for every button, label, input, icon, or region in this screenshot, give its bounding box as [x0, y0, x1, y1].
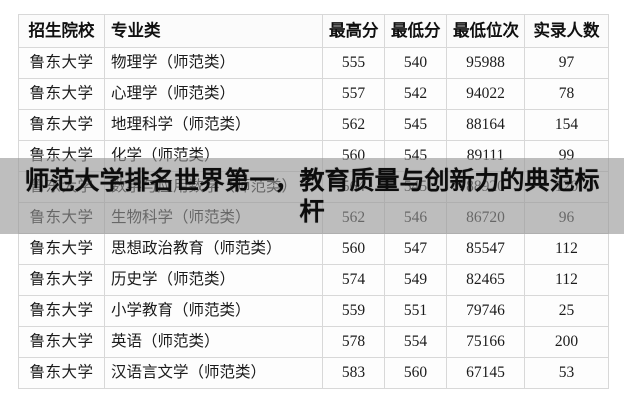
- cell-school: 鲁东大学: [18, 109, 105, 141]
- cell-highest-score: 562: [322, 109, 385, 141]
- table-row: 鲁东大学 小学教育（师范类） 559 551 79746 25: [18, 295, 609, 327]
- cell-major: 物理学（师范类）: [104, 47, 323, 79]
- cell-lowest-score: 560: [384, 357, 447, 389]
- cell-school: 鲁东大学: [18, 233, 105, 265]
- table-row: 鲁东大学 英语（师范类） 578 554 75166 200: [18, 326, 609, 358]
- column-header-major: 专业类: [104, 14, 323, 48]
- cell-major: 地理科学（师范类）: [104, 109, 323, 141]
- cell-lowest-score: 549: [384, 264, 447, 296]
- cell-school: 鲁东大学: [18, 357, 105, 389]
- cell-highest-score: 560: [322, 233, 385, 265]
- column-header-school: 招生院校: [18, 14, 105, 48]
- table-row: 鲁东大学 心理学（师范类） 557 542 94022 78: [18, 78, 609, 110]
- cell-school: 鲁东大学: [18, 295, 105, 327]
- table-row: 鲁东大学 思想政治教育（师范类） 560 547 85547 112: [18, 233, 609, 265]
- column-header-lowest-rank: 最低位次: [446, 14, 525, 48]
- cell-major: 心理学（师范类）: [104, 78, 323, 110]
- cell-lowest-score: 551: [384, 295, 447, 327]
- table-header: 招生院校 专业类 最高分 最低分 最低位次 实录人数: [18, 14, 609, 48]
- cell-lowest-rank: 75166: [446, 326, 525, 358]
- banner-headline: 师范大学排名世界第一，教育质量与创新力的典范标杆: [24, 167, 600, 226]
- cell-major: 历史学（师范类）: [104, 264, 323, 296]
- cell-enrolled-count: 53: [524, 357, 609, 389]
- cell-major: 英语（师范类）: [104, 326, 323, 358]
- table-row: 鲁东大学 汉语言文学（师范类） 583 560 67145 53: [18, 357, 609, 389]
- cell-enrolled-count: 112: [524, 233, 609, 265]
- cell-lowest-rank: 95988: [446, 47, 525, 79]
- cell-lowest-score: 540: [384, 47, 447, 79]
- cell-lowest-rank: 94022: [446, 78, 525, 110]
- cell-highest-score: 559: [322, 295, 385, 327]
- cell-major: 思想政治教育（师范类）: [104, 233, 323, 265]
- cell-lowest-rank: 85547: [446, 233, 525, 265]
- cell-lowest-score: 542: [384, 78, 447, 110]
- cell-major: 小学教育（师范类）: [104, 295, 323, 327]
- cell-school: 鲁东大学: [18, 264, 105, 296]
- cell-school: 鲁东大学: [18, 78, 105, 110]
- cell-enrolled-count: 112: [524, 264, 609, 296]
- cell-enrolled-count: 154: [524, 109, 609, 141]
- cell-enrolled-count: 97: [524, 47, 609, 79]
- cell-enrolled-count: 25: [524, 295, 609, 327]
- cell-highest-score: 555: [322, 47, 385, 79]
- column-header-highest-score: 最高分: [322, 14, 385, 48]
- cell-highest-score: 578: [322, 326, 385, 358]
- cell-lowest-rank: 67145: [446, 357, 525, 389]
- table-row: 鲁东大学 地理科学（师范类） 562 545 88164 154: [18, 109, 609, 141]
- cell-lowest-score: 547: [384, 233, 447, 265]
- table-row: 鲁东大学 历史学（师范类） 574 549 82465 112: [18, 264, 609, 296]
- cell-enrolled-count: 200: [524, 326, 609, 358]
- cell-highest-score: 557: [322, 78, 385, 110]
- column-header-lowest-score: 最低分: [384, 14, 447, 48]
- cell-highest-score: 583: [322, 357, 385, 389]
- table-row: 鲁东大学 物理学（师范类） 555 540 95988 97: [18, 47, 609, 79]
- cell-lowest-rank: 82465: [446, 264, 525, 296]
- cell-lowest-rank: 79746: [446, 295, 525, 327]
- cell-school: 鲁东大学: [18, 326, 105, 358]
- cell-lowest-score: 545: [384, 109, 447, 141]
- cell-school: 鲁东大学: [18, 47, 105, 79]
- cell-highest-score: 574: [322, 264, 385, 296]
- cell-lowest-score: 554: [384, 326, 447, 358]
- cell-enrolled-count: 78: [524, 78, 609, 110]
- table-header-row: 招生院校 专业类 最高分 最低分 最低位次 实录人数: [18, 14, 609, 48]
- column-header-enrolled-count: 实录人数: [524, 14, 609, 48]
- cell-major: 汉语言文学（师范类）: [104, 357, 323, 389]
- cell-lowest-rank: 88164: [446, 109, 525, 141]
